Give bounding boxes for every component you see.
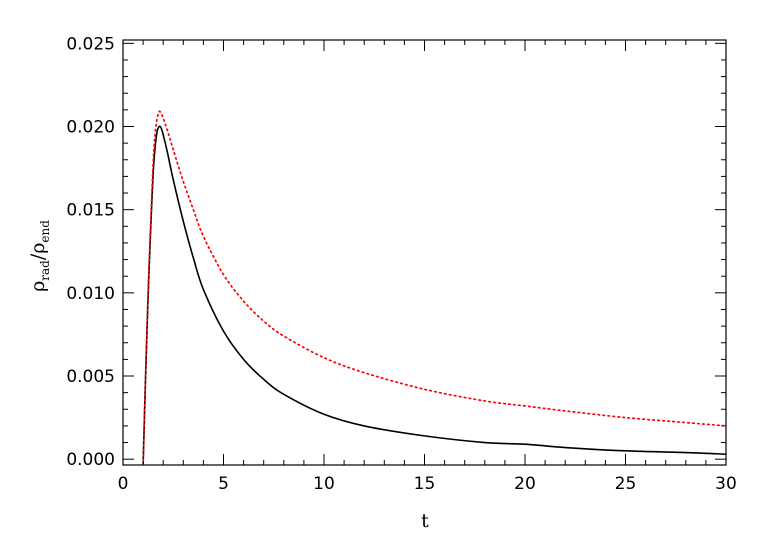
y-tick-label: 0.010 [66,284,115,304]
y-axis-symbol-denominator: ρ [27,243,49,254]
y-tick-label: 0.020 [66,117,115,137]
svg-text:ρrad/ρend: ρrad/ρend [27,220,52,292]
x-tick-label: 10 [313,474,335,494]
x-tick-label: 5 [218,474,229,494]
x-axis-title: t [421,510,429,532]
series-layer [142,110,726,465]
x-tick-label: 20 [514,474,536,494]
y-tick-label: 0.015 [66,201,115,221]
y-axis-symbol-numerator: ρ [27,281,49,292]
y-tick-label: 0.005 [66,367,115,387]
y-axis-sub-numerator: rad [38,260,52,281]
y-axis-title: ρrad/ρend [27,220,52,292]
ticks-layer [122,40,727,465]
y-axis-sub-denominator: end [38,220,52,243]
plot-frame [122,39,727,466]
labels-layer: 0 5 10 15 20 25 30 0.000 0.005 0.010 0.015 0.020 0.0… [66,34,736,494]
x-tick-label: 25 [615,474,637,494]
series-line-2 [142,110,726,465]
x-tick-label: 30 [715,474,737,494]
y-tick-label: 0.000 [66,450,115,470]
x-tick-label: 0 [118,474,129,494]
y-tick-label: 0.025 [66,34,115,54]
x-tick-label: 15 [414,474,436,494]
series-line-1 [142,125,726,465]
y-axis-slash: / [27,253,49,260]
